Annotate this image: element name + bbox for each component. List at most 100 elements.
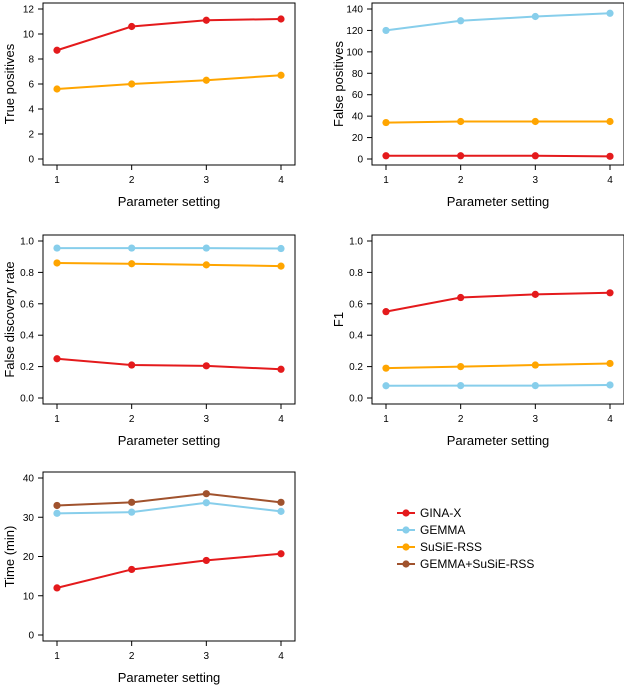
series-line — [385, 383, 611, 387]
y-tick-label: 12 — [23, 5, 35, 16]
y-tick-label: 0.4 — [20, 331, 34, 342]
chart-panel-2: 0 20 40 60 80 100 120 140 1 2 3 4 Parameter setting F… — [331, 2, 624, 209]
x-tick-label: 1 — [54, 175, 60, 186]
data-point — [382, 26, 390, 35]
y-tick-label: 2 — [28, 130, 34, 141]
x-tick-label: 3 — [204, 414, 210, 425]
y-tick-label: 10 — [23, 591, 35, 602]
series-line — [385, 362, 611, 370]
data-point — [457, 381, 465, 390]
y-axis-label: True positives — [2, 43, 17, 124]
data-point — [202, 490, 210, 498]
y-tick-label: 80 — [352, 69, 364, 80]
y-tick-label: 100 — [346, 47, 363, 58]
data-point — [382, 308, 390, 316]
chart-panel-5: 0 10 20 30 40 1 2 3 4 Parameter setting Time (min) — [2, 471, 296, 685]
x-tick-label: 4 — [278, 414, 284, 425]
y-tick-label: 0.2 — [20, 362, 34, 373]
x-axis-label: Parameter setting — [447, 194, 550, 209]
y-tick-label: 40 — [352, 112, 364, 123]
data-point — [277, 262, 285, 270]
y-tick-label: 0 — [357, 155, 363, 166]
data-point — [531, 117, 539, 126]
y-tick-label: 1.0 — [349, 237, 363, 248]
y-tick-label: 0.0 — [349, 394, 363, 405]
data-point — [53, 259, 61, 267]
x-axis-label: Parameter setting — [118, 194, 221, 209]
y-tick-label: 120 — [346, 26, 363, 37]
series-gemma — [382, 381, 614, 390]
data-point — [531, 290, 539, 298]
y-tick-label: 6 — [28, 80, 34, 91]
y-tick-label: 30 — [23, 513, 35, 524]
y-tick-label: 4 — [28, 105, 34, 116]
data-point — [128, 508, 136, 516]
data-point — [202, 76, 210, 84]
y-tick-label: 0.2 — [349, 362, 363, 373]
data-point — [128, 498, 136, 506]
data-point — [53, 584, 61, 592]
legend-marker — [402, 526, 410, 534]
data-point — [128, 244, 136, 252]
legend-marker — [402, 543, 410, 551]
y-tick-label: 0 — [28, 631, 34, 642]
series-susie-rss — [382, 359, 614, 372]
data-point — [53, 501, 61, 510]
data-point — [128, 361, 136, 369]
data-point — [202, 261, 210, 269]
data-point — [531, 12, 539, 21]
data-point — [382, 152, 390, 160]
y-tick-label: 0.6 — [349, 299, 363, 310]
x-tick-label: 4 — [278, 651, 284, 662]
y-tick-label: 10 — [23, 30, 35, 41]
x-tick-label: 3 — [533, 175, 539, 186]
data-point — [277, 507, 285, 515]
data-point — [202, 499, 210, 507]
data-point — [531, 152, 539, 160]
y-tick-label: 0.6 — [20, 299, 34, 310]
x-tick-label: 2 — [129, 175, 135, 186]
series-gemma — [382, 9, 614, 35]
series-line — [385, 120, 610, 124]
x-tick-label: 1 — [383, 414, 389, 425]
data-point — [457, 17, 465, 25]
y-tick-label: 8 — [28, 55, 34, 66]
legend: GINA-X GEMMA SuSiE-RSS GEMMA+SuSiE-RSS — [397, 506, 534, 571]
data-point — [606, 381, 614, 389]
series-line — [385, 12, 611, 32]
series-line — [56, 552, 282, 589]
y-tick-label: 1.0 — [20, 237, 34, 248]
data-point — [128, 22, 136, 31]
y-axis-label: Time (min) — [2, 526, 17, 588]
x-axis-label: Parameter setting — [118, 433, 221, 448]
data-point — [606, 117, 614, 126]
data-point — [277, 71, 285, 79]
data-point — [128, 565, 136, 574]
chart-panel-4: 0.0 0.2 0.4 0.6 0.8 1.0 1 2 3 4 Parameter setting F… — [331, 234, 624, 448]
data-point — [606, 152, 614, 160]
y-tick-label: 0.8 — [20, 268, 34, 279]
series-line — [56, 74, 282, 90]
x-tick-label: 2 — [458, 414, 464, 425]
plot-frame — [371, 2, 624, 166]
legend-item-gemma-susie-rss: GEMMA+SuSiE-RSS — [397, 557, 534, 571]
x-tick-label: 1 — [54, 651, 60, 662]
x-axis-label: Parameter setting — [447, 433, 550, 448]
data-point — [606, 289, 614, 297]
x-tick-label: 4 — [278, 175, 284, 186]
data-point — [457, 293, 465, 302]
x-tick-label: 4 — [607, 175, 613, 186]
series-line — [56, 501, 282, 515]
legend-label: SuSiE-RSS — [420, 540, 482, 554]
data-point — [277, 365, 285, 373]
series-susie-rss — [382, 117, 614, 127]
y-axis-label: False discovery rate — [2, 261, 17, 377]
series-gina-x — [53, 15, 285, 54]
series-susie-rss — [53, 71, 285, 93]
data-point — [202, 362, 210, 370]
y-tick-label: 60 — [352, 90, 364, 101]
x-tick-label: 1 — [54, 414, 60, 425]
data-point — [531, 361, 539, 369]
